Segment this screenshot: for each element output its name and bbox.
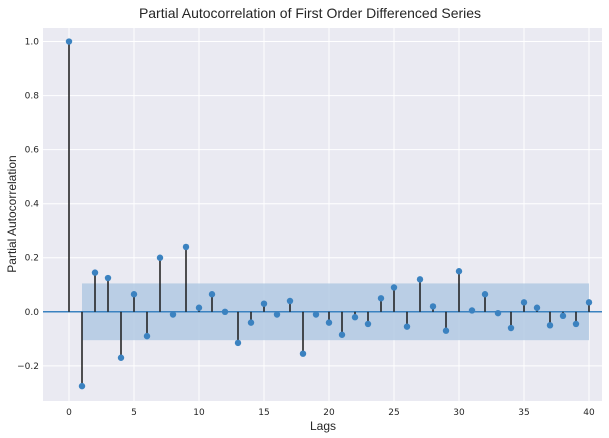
data-point — [507, 324, 515, 332]
data-point — [182, 243, 190, 251]
x-tick-labels: 0 5 10 15 20 25 30 35 40 — [66, 408, 595, 418]
data-point — [494, 309, 502, 317]
data-point — [156, 254, 164, 261]
data-point — [338, 331, 346, 338]
y-tick-label: 0.6 — [25, 146, 40, 156]
x-tick-label: 25 — [388, 408, 399, 418]
data-point — [481, 291, 489, 298]
plot-background — [43, 28, 602, 401]
x-tick-label: 10 — [193, 408, 205, 418]
data-point — [442, 327, 450, 334]
data-point — [130, 291, 138, 298]
data-point — [234, 339, 242, 347]
data-point — [91, 269, 99, 276]
data-point — [169, 311, 177, 318]
data-point — [286, 297, 294, 305]
data-point — [221, 308, 229, 316]
data-point — [273, 311, 281, 318]
x-tick-label: 35 — [518, 408, 529, 418]
data-point — [533, 304, 541, 311]
x-tick-label: 20 — [323, 408, 335, 418]
data-point — [260, 300, 268, 307]
x-tick-label: 0 — [66, 408, 72, 418]
y-axis-label: Partial Autocorrelation — [5, 155, 19, 272]
data-point — [364, 320, 372, 328]
y-tick-label: 0.0 — [25, 308, 40, 318]
data-point — [390, 284, 398, 291]
y-tick-label: 0.2 — [25, 254, 39, 264]
data-point — [78, 382, 86, 390]
y-tick-label: −0.2 — [17, 362, 39, 372]
data-point — [117, 354, 125, 361]
data-point — [377, 295, 385, 302]
x-tick-label: 40 — [583, 408, 595, 418]
x-tick-label: 15 — [258, 408, 269, 418]
data-point — [143, 332, 151, 340]
data-point — [65, 38, 73, 45]
markers — [65, 38, 593, 390]
data-point — [247, 319, 255, 326]
data-point — [520, 299, 528, 306]
y-tick-label: 0.8 — [25, 92, 40, 102]
data-point — [312, 311, 320, 318]
data-point — [208, 291, 216, 298]
y-tick-label: 1.0 — [25, 38, 40, 48]
data-point — [351, 314, 359, 321]
chart-title: Partial Autocorrelation of First Order D… — [139, 5, 481, 21]
data-point — [429, 303, 437, 310]
data-point — [559, 312, 567, 320]
stems — [68, 41, 590, 387]
x-axis-label: Lags — [310, 419, 336, 433]
data-point — [455, 268, 463, 275]
y-tick-label: 0.4 — [25, 200, 40, 210]
data-point — [195, 304, 203, 311]
data-point — [104, 274, 112, 282]
data-point — [585, 299, 593, 306]
data-point — [546, 322, 554, 329]
data-point — [403, 323, 411, 330]
x-tick-label: 30 — [453, 408, 465, 418]
data-point — [416, 276, 424, 283]
x-tick-label: 5 — [131, 408, 137, 418]
data-point — [325, 319, 333, 326]
data-point — [572, 320, 580, 328]
y-tick-labels: −0.2 0.0 0.2 0.4 0.6 0.8 1.0 — [17, 38, 39, 372]
data-point — [299, 350, 307, 357]
data-point — [468, 307, 476, 314]
